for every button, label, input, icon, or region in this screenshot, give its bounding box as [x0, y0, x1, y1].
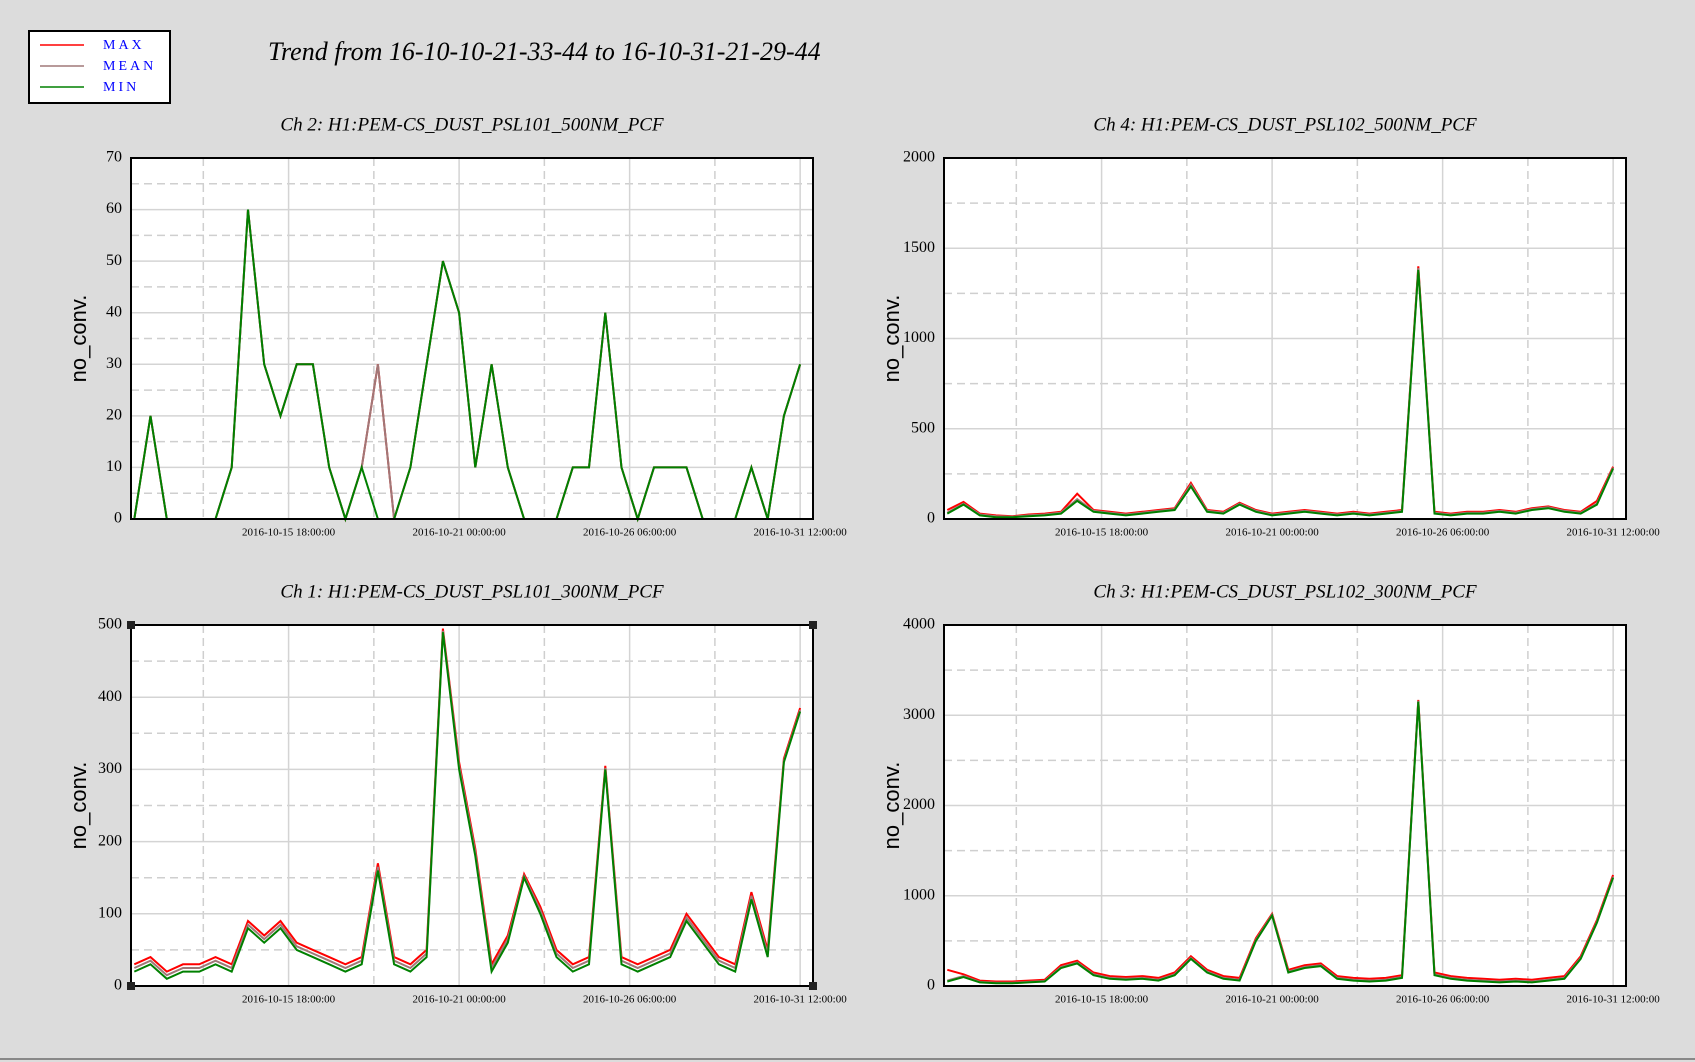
plot-frame: [943, 624, 1627, 987]
y-tick-label: 10: [106, 458, 122, 475]
y-tick-label: 3000: [903, 706, 935, 723]
chart-title: Ch 1: H1:PEM-CS_DUST_PSL101_300NM_PCF: [280, 581, 664, 602]
y-axis-label: no_conv.: [879, 762, 904, 850]
series-line: [947, 701, 1615, 985]
legend-label: MEAN: [103, 59, 156, 74]
selection-handle: [127, 982, 135, 990]
x-tick-label: 2016-10-15 18:00:00: [1055, 527, 1149, 539]
y-tick-label: 30: [106, 355, 122, 372]
legend-label: MIN: [103, 80, 139, 95]
y-tick-label: 50: [106, 252, 122, 269]
y-tick-label: 60: [106, 200, 122, 217]
y-tick-label: 0: [927, 510, 935, 527]
x-tick-label: 2016-10-21 00:00:00: [1226, 527, 1320, 539]
y-tick-label: 20: [106, 407, 122, 424]
x-tick-label: 2016-10-21 00:00:00: [413, 527, 507, 539]
plot-frame: [943, 157, 1627, 520]
selection-handle: [809, 621, 817, 629]
x-tick-label: 2016-10-31 12:00:00: [1567, 527, 1661, 539]
x-tick-label: 2016-10-21 00:00:00: [413, 994, 507, 1006]
y-tick-label: 1500: [903, 239, 935, 256]
main-title: Trend from 16-10-10-21-33-44 to 16-10-31…: [268, 37, 821, 66]
chart-title: Ch 2: H1:PEM-CS_DUST_PSL101_500NM_PCF: [280, 114, 664, 135]
x-tick-label: 2016-10-31 12:00:00: [754, 994, 848, 1006]
x-tick-label: 2016-10-26 06:00:00: [1396, 994, 1490, 1006]
x-tick-label: 2016-10-26 06:00:00: [583, 527, 677, 539]
x-tick-label: 2016-10-26 06:00:00: [583, 994, 677, 1006]
plot-frame: [130, 624, 814, 987]
legend-label: MAX: [103, 38, 145, 53]
selection-handle: [127, 621, 135, 629]
series-line: [133, 632, 802, 980]
y-tick-label: 0: [114, 510, 122, 527]
y-tick-label: 0: [114, 977, 122, 994]
y-tick-label: 100: [98, 904, 122, 921]
chart-title: Ch 3: H1:PEM-CS_DUST_PSL102_300NM_PCF: [1093, 581, 1477, 602]
x-tick-label: 2016-10-15 18:00:00: [242, 994, 336, 1006]
y-tick-label: 300: [98, 760, 122, 777]
legend-box: [28, 30, 171, 104]
series-line: [946, 269, 1615, 519]
y-axis-label: no_conv.: [66, 762, 91, 850]
selection-handle: [809, 982, 817, 990]
y-tick-label: 4000: [903, 616, 935, 633]
y-tick-label: 0: [927, 977, 935, 994]
y-tick-label: 1000: [903, 329, 935, 346]
series-line: [133, 209, 802, 523]
y-tick-label: 500: [98, 616, 122, 633]
x-tick-label: 2016-10-21 00:00:00: [1226, 994, 1320, 1006]
y-axis-label: no_conv.: [879, 295, 904, 383]
y-tick-label: 2000: [903, 149, 935, 166]
x-tick-label: 2016-10-26 06:00:00: [1396, 527, 1490, 539]
y-axis-label: no_conv.: [66, 295, 91, 383]
x-tick-label: 2016-10-31 12:00:00: [1567, 994, 1661, 1006]
y-tick-label: 500: [911, 419, 935, 436]
x-tick-label: 2016-10-15 18:00:00: [1055, 994, 1149, 1006]
plot-frame: [130, 157, 814, 520]
y-tick-label: 400: [98, 688, 122, 705]
y-tick-label: 40: [106, 303, 122, 320]
x-tick-label: 2016-10-31 12:00:00: [754, 527, 848, 539]
y-tick-label: 200: [98, 832, 122, 849]
y-tick-label: 1000: [903, 886, 935, 903]
x-tick-label: 2016-10-15 18:00:00: [242, 527, 336, 539]
y-tick-label: 70: [106, 149, 122, 166]
chart-title: Ch 4: H1:PEM-CS_DUST_PSL102_500NM_PCF: [1093, 114, 1477, 135]
y-tick-label: 2000: [903, 796, 935, 813]
